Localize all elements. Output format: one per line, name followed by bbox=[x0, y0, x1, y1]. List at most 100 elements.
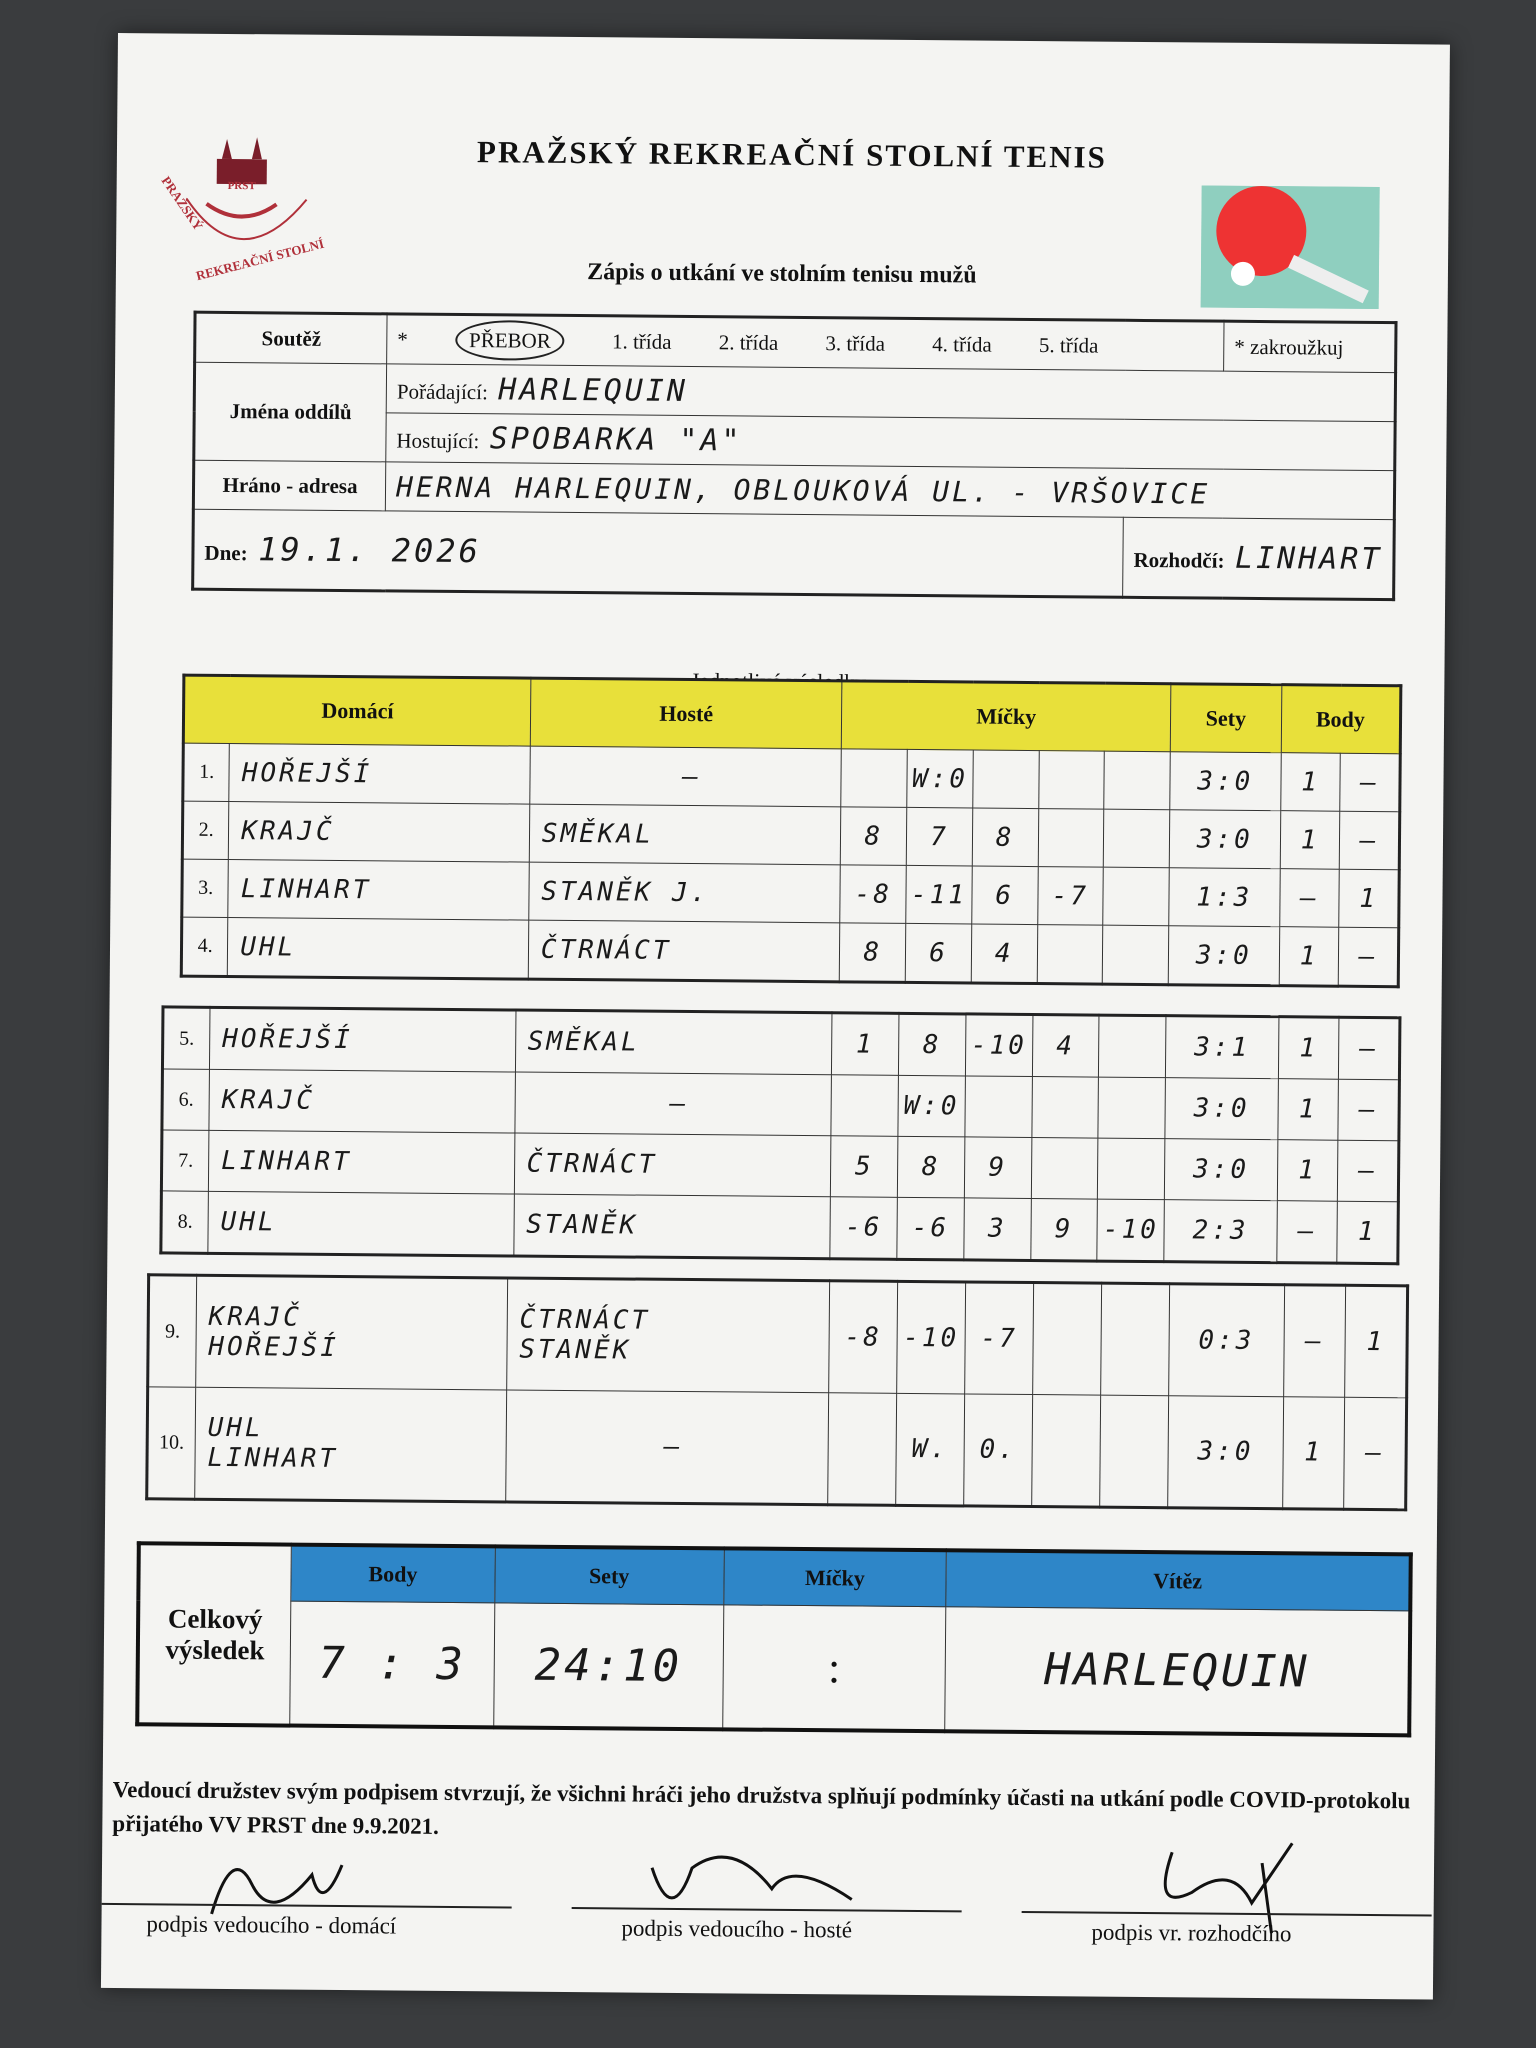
sets-result: 3:0 bbox=[1167, 1395, 1284, 1509]
home-players: UHL LINHART bbox=[194, 1387, 507, 1502]
match-number: 9. bbox=[147, 1274, 197, 1388]
set-score-1: 8 bbox=[840, 806, 907, 866]
match-number: 3. bbox=[181, 859, 229, 918]
away-player: SMĚKAL bbox=[527, 1026, 640, 1058]
set-score-5: -10 bbox=[1097, 1199, 1165, 1262]
set-score-2: W:0 bbox=[906, 749, 974, 808]
points-home: 1 bbox=[1278, 1016, 1340, 1080]
home-player: LINHART bbox=[221, 1145, 352, 1178]
soutez-label: Soutěž bbox=[194, 312, 388, 364]
set-score-4 bbox=[1037, 808, 1104, 868]
match-info-table: Soutěž * PŘEBOR 1. třída 2. třída 3. tří… bbox=[191, 310, 1398, 602]
class-2: 2. třída bbox=[718, 329, 779, 355]
poradajici-field: Pořádající: HARLEQUIN bbox=[386, 363, 1396, 422]
winner-value: HARLEQUIN bbox=[944, 1606, 1411, 1736]
match-row: 10. UHL LINHART — W. 0. 3:0 1— bbox=[146, 1386, 1407, 1510]
set-score-4 bbox=[1031, 1076, 1099, 1139]
points-away: — bbox=[1337, 1140, 1399, 1202]
points-home: 1 bbox=[1277, 1139, 1339, 1202]
hostujici-field: Hostující: SPOBARKA "A" bbox=[385, 412, 1396, 471]
header-sety: Sety bbox=[1170, 683, 1282, 753]
match-row: 9. KRAJČ HOŘEJŠÍ ČTRNÁCT STANĚK -8 -10 -7 0:3—1 bbox=[147, 1274, 1408, 1398]
away-players: — bbox=[505, 1389, 829, 1505]
match-row: 4. UHL ČTRNÁCT 8 6 4 3:0 1— bbox=[181, 917, 1399, 987]
home-player: UHL bbox=[207, 1412, 264, 1444]
set-score-5 bbox=[1097, 1138, 1166, 1200]
points-away: — bbox=[1343, 1397, 1407, 1510]
set-score-3: 3 bbox=[963, 1197, 1031, 1261]
total-micky-header: Míčky bbox=[723, 1548, 947, 1607]
home-players: KRAJČ HOŘEJŠÍ bbox=[195, 1275, 508, 1390]
header-hoste: Hosté bbox=[530, 678, 843, 749]
away-player: — bbox=[682, 761, 702, 792]
points-away: 1 bbox=[1337, 1201, 1399, 1264]
set-score-1: -8 bbox=[828, 1280, 898, 1394]
away-players: ČTRNÁCT STANĚK bbox=[506, 1277, 830, 1393]
away-players: SMĚKAL bbox=[529, 804, 842, 865]
home-players: UHL bbox=[207, 1191, 514, 1256]
total-sety-header: Sety bbox=[494, 1546, 724, 1605]
set-score-1: 1 bbox=[831, 1012, 899, 1076]
set-score-4 bbox=[1032, 1282, 1102, 1396]
home-player: HOŘEJŠÍ bbox=[208, 1331, 340, 1363]
points-home: 1 bbox=[1278, 926, 1340, 987]
header-body: Body bbox=[1280, 684, 1401, 754]
page-title: PRAŽSKÝ REKREAČNÍ STOLNÍ TENIS bbox=[476, 134, 1108, 175]
match-number: 7. bbox=[161, 1129, 209, 1192]
dne-field: Dne: 19.1. 2026 bbox=[192, 509, 1124, 598]
home-player: HOŘEJŠÍ bbox=[222, 1023, 353, 1056]
set-score-4 bbox=[1030, 1137, 1099, 1200]
set-score-3: 4 bbox=[971, 923, 1038, 984]
sets-result: 0:3 bbox=[1168, 1283, 1285, 1397]
match-number: 10. bbox=[146, 1386, 196, 1500]
set-score-5 bbox=[1103, 751, 1171, 810]
points-away: — bbox=[1338, 927, 1399, 987]
set-score-4: 9 bbox=[1030, 1198, 1098, 1262]
away-player: — bbox=[663, 1431, 683, 1462]
away-players: SMĚKAL bbox=[514, 1010, 833, 1075]
away-player: ČTRNÁCT bbox=[526, 1148, 658, 1180]
away-player: STANĚK J. bbox=[541, 876, 710, 908]
match-row: 8. UHL STANĚK -6 -6 3 9 -10 2:3—1 bbox=[160, 1190, 1399, 1264]
match-row: 1. HOŘEJŠÍ — W:0 3:0 1— bbox=[182, 743, 1401, 812]
match-number: 6. bbox=[161, 1068, 210, 1131]
hrano-value: HERNA HARLEQUIN, OBLOUKOVÁ UL. - VRŠOVIC… bbox=[385, 461, 1395, 520]
hostujici-value: SPOBARKA "A" bbox=[489, 420, 743, 458]
set-score-2: 6 bbox=[905, 923, 972, 983]
points-away: — bbox=[1340, 753, 1401, 812]
poradajici-label: Pořádající: bbox=[396, 378, 488, 404]
set-score-3 bbox=[972, 749, 1039, 809]
away-player: — bbox=[669, 1088, 689, 1120]
match-row: 3. LINHART STANĚK J. -8 -11 6 -7 1:3—1 bbox=[181, 859, 1400, 928]
points-home: — bbox=[1276, 1200, 1338, 1264]
points-away: — bbox=[1339, 811, 1400, 870]
set-score-5 bbox=[1099, 1395, 1169, 1508]
away-players: ČTRNÁCT bbox=[528, 920, 841, 982]
sets-result: 3:0 bbox=[1164, 1138, 1278, 1201]
home-players: UHL bbox=[227, 917, 529, 980]
set-score-3: 8 bbox=[972, 807, 1039, 867]
class-5: 5. třída bbox=[1038, 332, 1099, 358]
set-score-4 bbox=[1031, 1394, 1101, 1508]
match-number: 8. bbox=[160, 1190, 209, 1254]
match-number: 1. bbox=[182, 743, 230, 802]
home-player: KRAJČ bbox=[241, 815, 335, 847]
points-home: — bbox=[1279, 868, 1340, 928]
match-number: 4. bbox=[181, 917, 229, 977]
set-score-3: 9 bbox=[964, 1136, 1032, 1199]
set-score-5 bbox=[1100, 1283, 1170, 1396]
points-home: — bbox=[1283, 1284, 1346, 1398]
svg-text:PRAŽSKÝ: PRAŽSKÝ bbox=[159, 173, 207, 233]
results-block-3: 9. KRAJČ HOŘEJŠÍ ČTRNÁCT STANĚK -8 -10 -7 0:3—1 1… bbox=[145, 1273, 1410, 1512]
home-player: KRAJČ bbox=[208, 1301, 303, 1333]
set-score-2: 8 bbox=[897, 1136, 965, 1198]
sets-result: 3:0 bbox=[1165, 1077, 1279, 1140]
set-score-5 bbox=[1103, 809, 1170, 868]
away-player: STANĚK bbox=[519, 1334, 632, 1366]
class-prebor-circled: PŘEBOR bbox=[454, 319, 565, 361]
rozhodci-value: LINHART bbox=[1234, 540, 1383, 577]
handwritten-signatures bbox=[210, 1842, 1294, 1934]
home-player: LINHART bbox=[240, 873, 372, 905]
set-score-4 bbox=[1036, 924, 1103, 985]
set-score-1: -6 bbox=[830, 1196, 898, 1260]
